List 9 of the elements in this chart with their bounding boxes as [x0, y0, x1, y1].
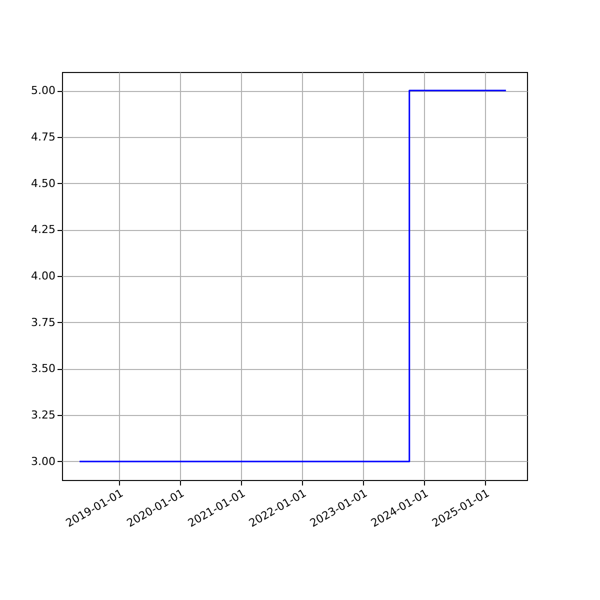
y-tick-label: 3.25: [31, 408, 56, 422]
y-tick-label: 5.00: [31, 84, 56, 98]
y-tick-label: 3.75: [31, 316, 56, 329]
y-tick-label: 3.00: [31, 454, 56, 468]
y-tick-label: 4.00: [31, 270, 56, 282]
y-tick-label: 3.50: [31, 362, 56, 376]
y-tick-label: 4.25: [31, 223, 56, 236]
y-tick-label: 4.75: [31, 130, 56, 144]
y-tick-label: 4.50: [31, 176, 56, 190]
